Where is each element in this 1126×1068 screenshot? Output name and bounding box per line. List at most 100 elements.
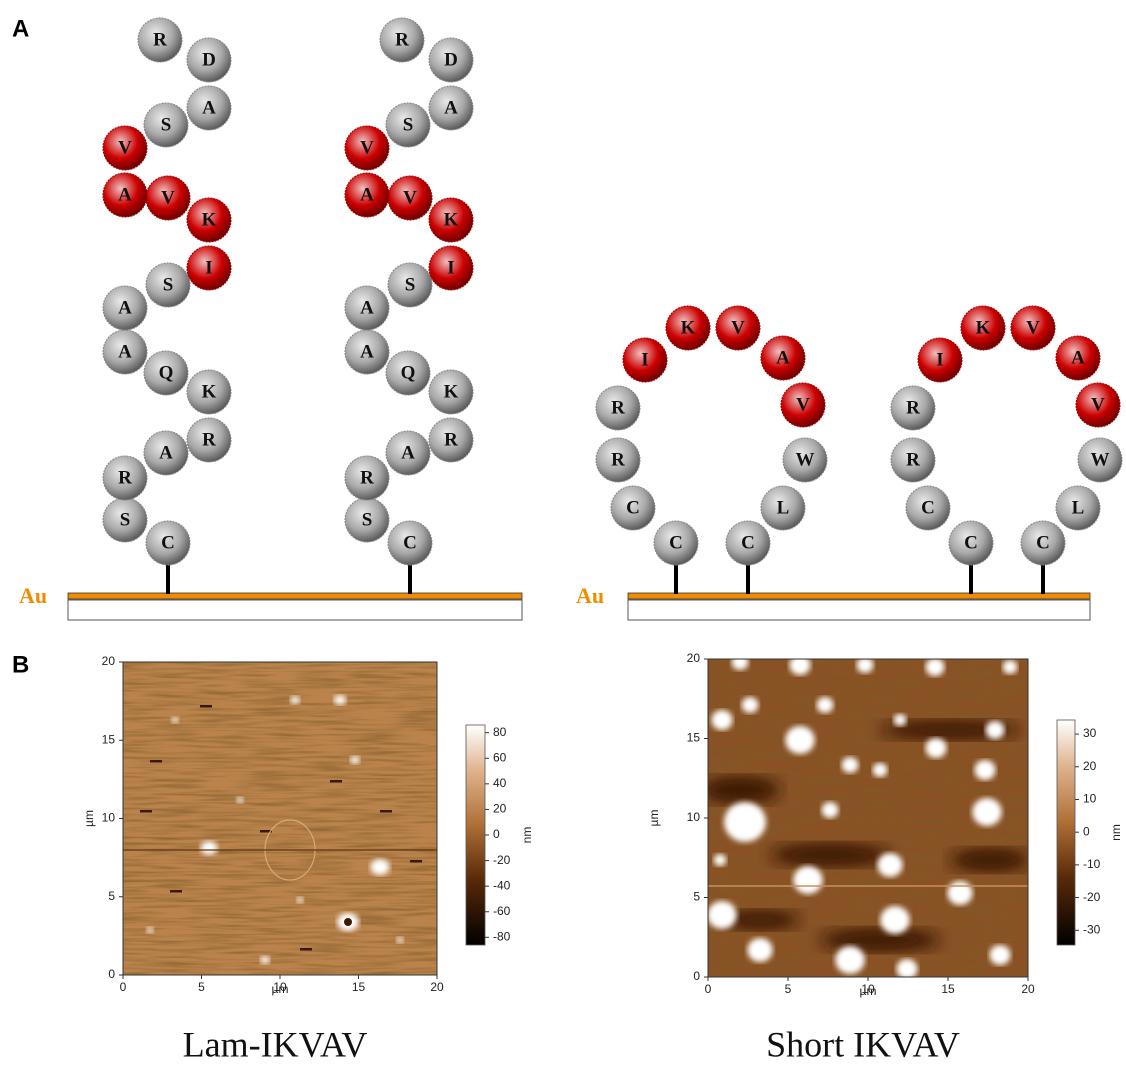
gold-label: Au [576,583,604,608]
afm-feature [344,918,352,926]
residue-letter: I [936,349,943,370]
residue-letter: Q [159,362,174,383]
afm-feature [790,655,811,675]
caption: Short IKVAV [766,1024,960,1064]
x-axis-label: µm [860,984,877,998]
afm-feature [926,658,945,676]
afm-feature [820,928,940,952]
afm-feature [334,695,346,705]
afm-feature [396,937,403,943]
residue-letter: I [641,349,648,370]
residue-letter: R [906,449,920,470]
colorbar-label: nm [520,827,534,844]
x-tick-label: 0 [120,980,127,994]
residue-letter: S [403,114,414,135]
afm-feature [742,697,759,713]
residue-letter: K [202,381,217,402]
residue-letter: C [1036,532,1050,553]
colorbar-tick-label: -60 [493,904,511,918]
afm-feature [990,945,1011,965]
residue-letter: K [976,317,991,338]
afm-feature [380,810,392,813]
afm-image [123,662,437,975]
residue-letter: R [906,397,920,418]
residue-letter: R [395,29,409,50]
afm-feature [146,927,153,933]
afm-feature [877,853,902,877]
afm-feature [950,848,1030,872]
afm-feature [236,797,243,803]
afm-feature [370,859,389,875]
y-tick-label: 20 [102,654,116,668]
residue-letter: R [444,429,458,450]
afm-feature [200,705,212,708]
residue-letter: V [731,317,745,338]
y-tick-label: 5 [693,890,700,904]
residue-letter: C [741,532,755,553]
y-tick-label: 5 [108,889,115,903]
colorbar-label: nm [1109,824,1123,841]
afm-feature [300,948,312,951]
residue-letter: V [118,137,132,158]
residue-letter: S [163,274,174,295]
afm-feature [700,776,780,804]
afm-feature [724,802,766,842]
afm-feature [880,906,909,934]
x-tick-label: 5 [785,982,792,996]
residue-letter: V [796,394,810,415]
residue-letter: C [669,532,683,553]
colorbar-tick-label: 60 [493,750,507,764]
gold-layer [68,593,522,599]
residue-letter: R [360,467,374,488]
residue-letter: D [202,49,216,70]
residue-letter: V [1091,394,1105,415]
residue-letter: Q [401,362,416,383]
colorbar-tick-label: 20 [1083,759,1097,773]
afm-image [700,654,1030,979]
x-tick-label: 15 [941,982,955,996]
panel-label: B [12,651,29,678]
residue-letter: V [1026,317,1040,338]
colorbar-tick-label: -10 [1083,857,1101,871]
y-tick-label: 15 [102,732,116,746]
substrate [628,600,1090,620]
afm-feature [296,897,303,903]
afm-feature [817,697,834,713]
afm-feature [842,757,859,773]
residue-letter: R [153,29,167,50]
afm-feature [894,714,907,726]
afm-feature [897,959,918,979]
residue-letter: V [360,137,374,158]
afm-feature [835,946,864,974]
residue-letter: K [202,209,217,230]
colorbar-tick-label: 30 [1083,726,1097,740]
afm-feature [732,654,749,670]
residue-letter: A [118,297,132,318]
residue-letter: A [360,297,374,318]
residue-letter: A [118,341,132,362]
colorbar-tick-label: -80 [493,929,511,943]
afm-feature [410,860,422,863]
residue-letter: C [921,497,935,518]
afm-feature [770,843,890,867]
caption: Lam-IKVAV [183,1024,368,1064]
residue-letter: R [611,397,625,418]
y-tick-label: 15 [687,731,701,745]
residue-letter: A [776,347,790,368]
x-tick-label: 20 [430,980,444,994]
panel-label: A [12,15,29,42]
afm-feature [972,798,1001,826]
residue-letter: W [796,449,815,470]
gold-layer [628,593,1090,599]
colorbar-tick-label: 80 [493,725,507,739]
residue-letter: K [444,209,459,230]
colorbar [466,725,485,945]
afm-feature [290,696,300,704]
residue-letter: C [964,532,978,553]
colorbar-tick-label: 40 [493,776,507,790]
afm-feature [714,854,727,866]
afm-feature [170,890,182,893]
afm-feature [171,717,178,723]
residue-letter: L [1072,497,1085,518]
residue-letter: A [401,442,415,463]
